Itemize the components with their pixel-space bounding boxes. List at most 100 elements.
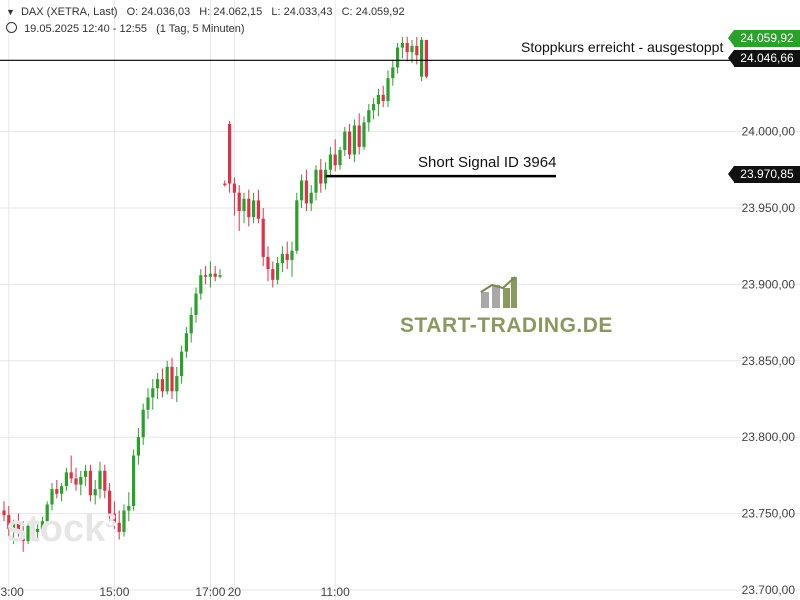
candle xyxy=(348,123,352,160)
candle xyxy=(132,449,136,511)
candle-body xyxy=(228,123,232,184)
stock3-watermark: stock3 xyxy=(6,508,116,551)
candle xyxy=(189,307,193,343)
candle xyxy=(405,36,409,62)
candle-body xyxy=(424,39,428,77)
candle xyxy=(88,464,92,502)
candle xyxy=(256,189,260,224)
candle xyxy=(170,357,174,399)
candle xyxy=(156,373,160,399)
candle xyxy=(184,327,188,358)
candle-body xyxy=(396,47,400,68)
candle xyxy=(295,192,299,254)
x-tick-label: 20 xyxy=(228,585,242,599)
candle-body xyxy=(256,200,260,219)
candle-body xyxy=(252,200,256,218)
candle xyxy=(122,504,126,537)
candle xyxy=(50,483,54,511)
candle xyxy=(228,120,232,193)
candle-body xyxy=(309,192,313,204)
chevron-icon[interactable]: ▼ xyxy=(6,7,15,17)
y-tick-label: 23.700,00 xyxy=(742,583,796,597)
candle-body xyxy=(271,269,275,280)
candle xyxy=(309,185,313,212)
x-tick-label: 11:00 xyxy=(321,585,350,599)
time-header: 19.05.2025 12:40 - 12:55 (1 Tag, 5 Minut… xyxy=(6,22,245,35)
bar-chart-logo-icon xyxy=(480,276,517,308)
candle-body xyxy=(132,455,136,506)
candle xyxy=(247,189,251,227)
candle xyxy=(64,467,68,491)
candle-body xyxy=(112,513,116,523)
candle-body xyxy=(156,379,160,389)
candle-body xyxy=(194,293,198,315)
candle-body xyxy=(12,522,16,529)
candle xyxy=(223,180,227,187)
candle xyxy=(16,513,20,537)
stock3-text: stock xyxy=(6,508,106,550)
candle xyxy=(12,519,16,545)
candle xyxy=(357,113,361,155)
candle-body xyxy=(410,46,414,53)
candle xyxy=(36,522,40,542)
x-tick-label: 15:00 xyxy=(99,585,129,599)
candle xyxy=(319,159,323,193)
candle xyxy=(352,119,356,163)
candle-series xyxy=(2,36,428,552)
candle xyxy=(290,241,294,277)
y-axis: 23.700,00 23.750,00 23.800,00 23.850,00 23.9… xyxy=(742,125,796,597)
candle-body xyxy=(108,490,112,514)
candle xyxy=(285,241,289,270)
candle xyxy=(151,379,155,410)
candle xyxy=(98,461,102,499)
candle-body xyxy=(146,397,150,410)
candle-body xyxy=(304,180,308,204)
y-tick-label: 24.000,00 xyxy=(742,125,796,139)
watermark-text: START-TRADING.DE xyxy=(400,314,613,337)
candle xyxy=(117,510,121,540)
candle-body xyxy=(151,388,155,398)
candle xyxy=(194,287,198,323)
candle xyxy=(410,39,414,63)
candle xyxy=(146,388,150,419)
candle xyxy=(213,266,217,282)
candle xyxy=(84,464,88,487)
candle-body xyxy=(160,379,164,392)
annotation-lines xyxy=(0,59,733,178)
stock3-sup: 3 xyxy=(105,510,117,533)
candle-body xyxy=(290,250,294,260)
candle-body xyxy=(386,78,390,102)
signal-annotation: Short Signal ID 3964 xyxy=(418,154,557,171)
candle xyxy=(60,483,64,502)
instrument-header: ▼ DAX (XETRA, Last) O: 24.036,03 H: 24.0… xyxy=(6,6,411,18)
candle xyxy=(160,368,164,398)
candle-body xyxy=(21,531,25,542)
candle xyxy=(141,403,145,445)
candle-body xyxy=(266,256,270,270)
candle xyxy=(280,246,284,273)
candle xyxy=(237,185,241,231)
candle xyxy=(208,261,212,288)
candle xyxy=(372,97,376,120)
candle-body xyxy=(31,525,35,532)
candle-body xyxy=(84,470,88,477)
candle xyxy=(391,59,395,86)
candle-body xyxy=(45,504,49,522)
candle-body xyxy=(117,522,121,532)
candle xyxy=(93,479,97,505)
candle-body xyxy=(242,198,246,212)
candle-body xyxy=(127,505,131,511)
x-tick-label: 17:00 xyxy=(195,585,225,599)
open-value: O: 24.036,03 xyxy=(126,6,191,18)
candle-body xyxy=(189,314,193,334)
candle xyxy=(7,505,11,537)
candle xyxy=(136,428,140,465)
candle xyxy=(112,501,116,529)
candle xyxy=(367,104,371,132)
symbol-label: DAX (XETRA, Last) xyxy=(20,6,118,18)
candle-body xyxy=(415,46,419,56)
candle-body xyxy=(400,42,404,48)
y-tick-label: 23.850,00 xyxy=(742,354,796,368)
candle-body xyxy=(36,528,40,532)
